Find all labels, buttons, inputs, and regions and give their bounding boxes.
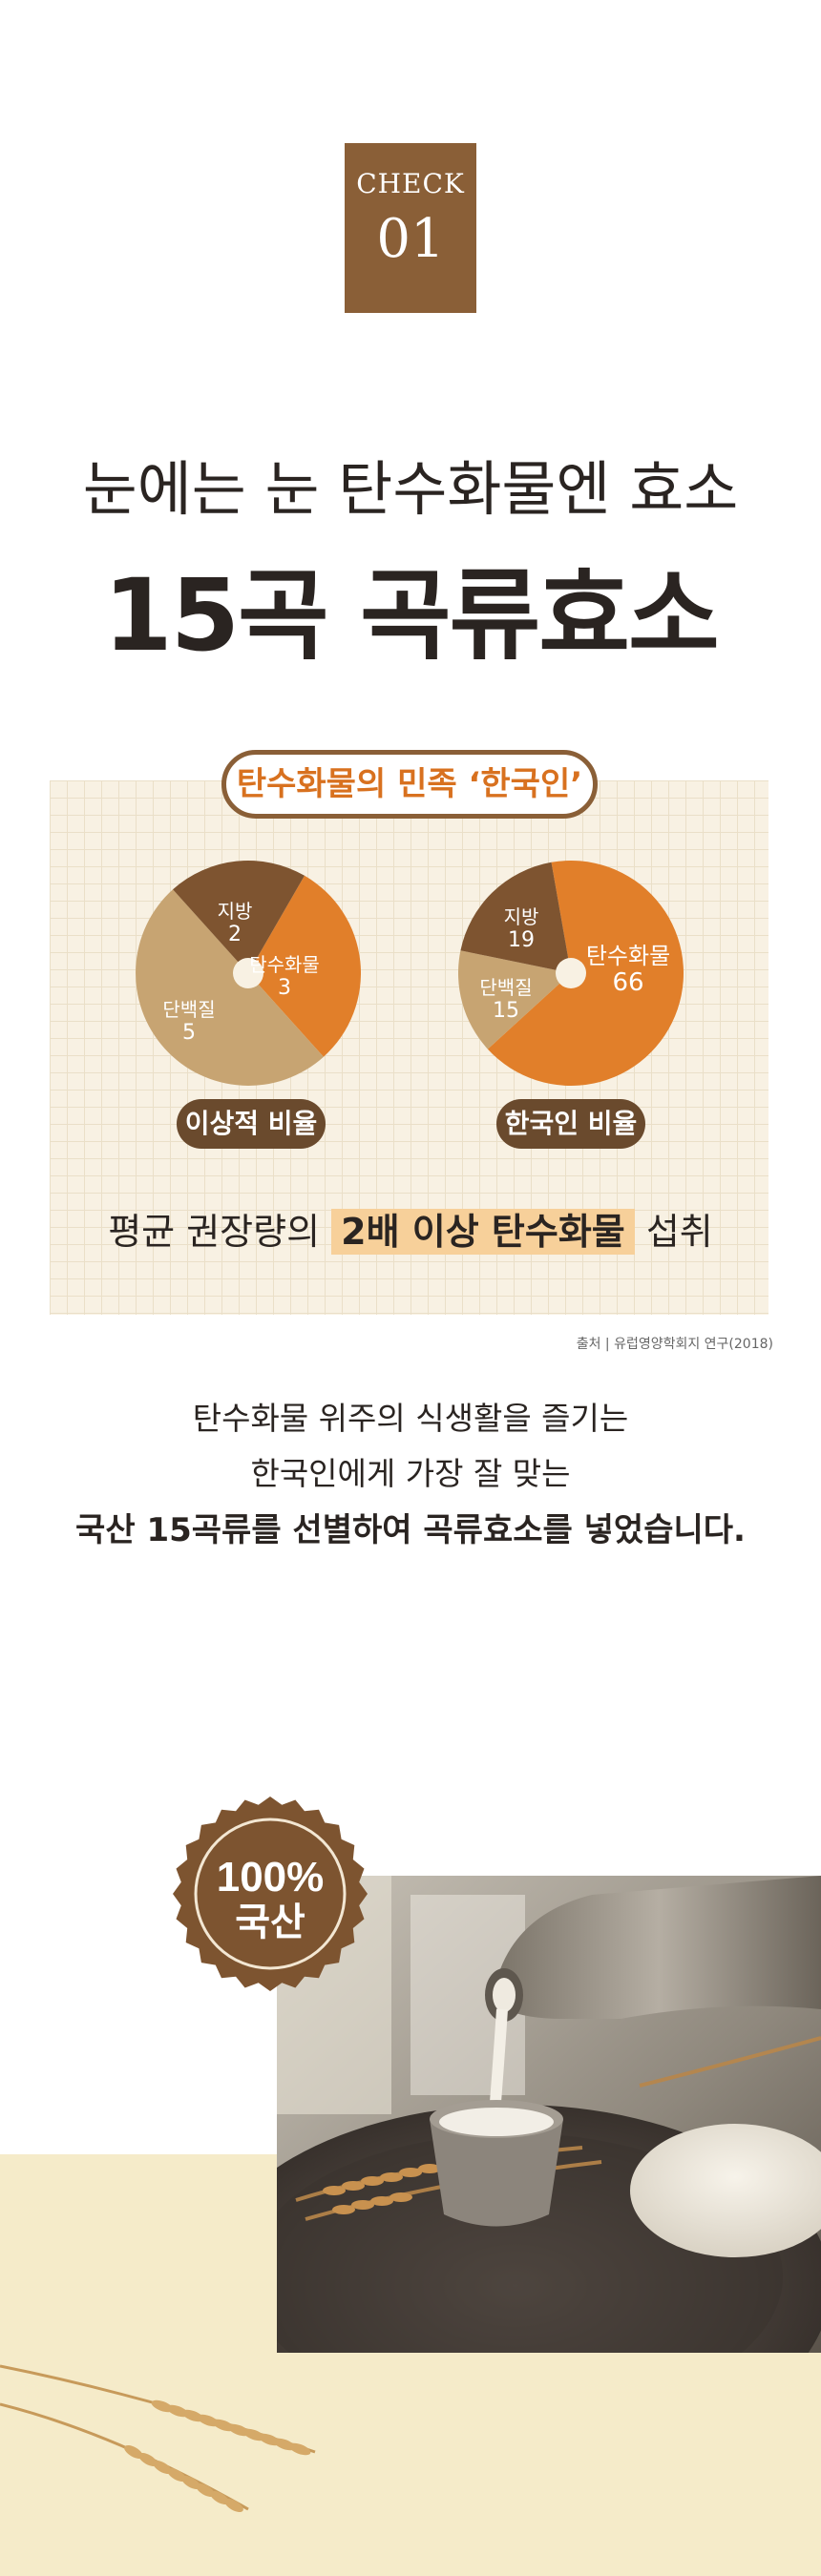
pie-value-label: 3 xyxy=(278,976,291,1000)
seal-percent: 100% xyxy=(217,1854,325,1901)
pie-center-hole xyxy=(556,958,586,988)
wheat-grain xyxy=(210,2491,229,2504)
wheat-decoration-icon xyxy=(0,2364,316,2512)
makgeolli-photo xyxy=(277,1876,821,2353)
check-number: 01 xyxy=(376,208,445,270)
wheat-grain xyxy=(196,2483,215,2497)
wheat-grain xyxy=(181,2476,200,2489)
domestic-seal: 100% 국산 xyxy=(173,1797,368,1991)
pie-category-label: 지방 xyxy=(218,900,253,923)
wheat-grain xyxy=(138,2453,158,2466)
summary-suffix: 섭취 xyxy=(634,1211,713,1253)
wheat-grain xyxy=(167,2468,186,2482)
headline-title: 15곡 곡류효소 xyxy=(103,557,719,674)
wheat-grain xyxy=(153,2461,172,2474)
pie-center-hole xyxy=(233,958,263,988)
pie-value-label: 66 xyxy=(612,968,643,997)
headline-subtitle: 눈에는 눈 탄수화물엔 효소 xyxy=(82,454,739,524)
pie-category-label: 탄수화물 xyxy=(586,943,670,969)
pie-category-label: 단백질 xyxy=(162,998,215,1021)
check-label: CHECK xyxy=(356,168,465,199)
ideal-ratio-label: 이상적 비율 xyxy=(177,1099,326,1149)
korean-ratio-label: 한국인 비율 xyxy=(496,1099,645,1149)
pie-slice-탄수화물 xyxy=(248,875,361,1057)
pie-category-label: 단백질 xyxy=(479,976,532,999)
panel-heading: 탄수화물의 민족 ‘한국인’ xyxy=(221,750,598,819)
wheat-grain xyxy=(224,2499,243,2512)
pie-category-label: 지방 xyxy=(504,905,539,928)
pie-slice-지방 xyxy=(173,861,305,973)
wheat-grain xyxy=(288,2442,311,2456)
pie-value-label: 5 xyxy=(182,1021,196,1045)
pie-category-label: 탄수화물 xyxy=(249,953,320,976)
pie-slice-지방 xyxy=(460,862,571,973)
source-note: 출처 | 유럽영양학회지 연구(2018) xyxy=(576,1337,773,1352)
pie-value-label: 15 xyxy=(493,999,519,1023)
check-badge: CHECK 01 xyxy=(345,143,476,313)
summary-highlight: 2배 이상 탄수화물 xyxy=(331,1209,635,1255)
pie-slice-단백질 xyxy=(458,950,571,1049)
wheat-grain xyxy=(124,2445,143,2459)
pie-slice-단백질 xyxy=(136,889,324,1086)
seal-badge-icon xyxy=(173,1797,368,1991)
summary-prefix: 평균 권장량의 xyxy=(108,1211,332,1253)
pie-value-label: 19 xyxy=(508,928,535,952)
summary-line: 평균 권장량의 2배 이상 탄수화물 섭취 xyxy=(0,1202,821,1255)
description-line-2: 한국인에게 가장 잘 맞는 xyxy=(250,1455,571,1492)
description-line-3: 국산 15곡류를 선별하여 곡류효소를 넣었습니다. xyxy=(75,1511,746,1549)
pie-value-label: 2 xyxy=(228,923,242,946)
description-line-1: 탄수화물 위주의 식생활을 즐기는 xyxy=(192,1400,629,1437)
seal-origin: 국산 xyxy=(235,1901,305,1944)
